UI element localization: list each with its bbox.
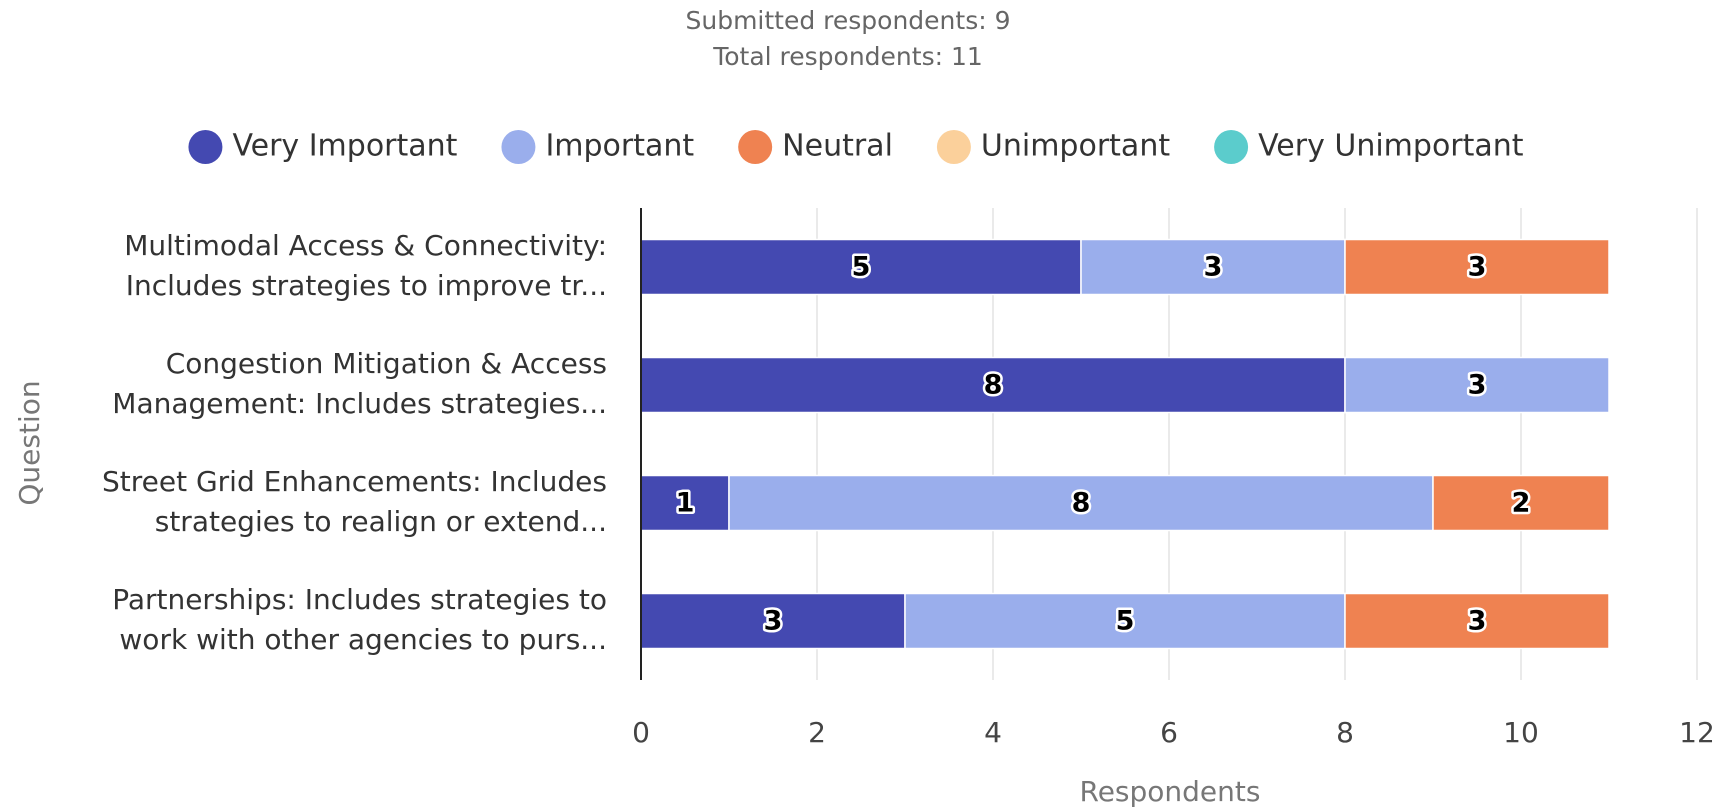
value-label: 3 <box>1468 606 1487 637</box>
bar-segment <box>640 592 906 650</box>
legend-label: Unimportant <box>981 129 1170 164</box>
legend-label: Very Important <box>232 129 457 164</box>
value-label: 3 <box>764 606 783 637</box>
bar-segment <box>640 238 1082 296</box>
legend-label: Neutral <box>782 129 893 164</box>
y-tick-label: Partnerships: Includes strategies to <box>112 583 607 616</box>
y-tick-label: strategies to realign or extend... <box>155 505 607 538</box>
x-tick-label: 10 <box>1503 716 1539 749</box>
bar-segment <box>1344 356 1610 414</box>
legend-marker <box>188 130 223 164</box>
bar-segment <box>1344 592 1610 650</box>
legend-label: Very Unimportant <box>1258 129 1524 164</box>
value-label: 2 <box>1512 488 1531 519</box>
value-label: 3 <box>1468 370 1487 401</box>
value-label: 3 <box>1468 252 1487 283</box>
y-tick-label: Management: Includes strategies... <box>112 387 607 420</box>
value-labels: 5 3 3 8 3 1 8 2 3 5 3 <box>673 249 1533 639</box>
bars <box>640 238 1610 650</box>
x-tick-label: 0 <box>632 716 650 749</box>
y-tick-label: Multimodal Access & Connectivity: <box>124 229 607 262</box>
x-axis-label: Respondents <box>1080 775 1261 808</box>
y-tick-label: Street Grid Enhancements: Includes <box>102 465 607 498</box>
value-label: 8 <box>984 370 1003 401</box>
value-label: 3 <box>1204 252 1223 283</box>
x-tick-label: 2 <box>808 716 826 749</box>
x-tick-label: 12 <box>1679 716 1713 749</box>
y-tick-label: Includes strategies to improve tr... <box>126 269 607 302</box>
value-label: 1 <box>676 488 695 519</box>
bar-segment <box>728 474 1434 532</box>
x-tick-label: 8 <box>1336 716 1354 749</box>
subtitle: Total respondents: 11 <box>712 42 983 71</box>
bar-segment <box>640 356 1346 414</box>
value-label: 5 <box>852 252 871 283</box>
legend-marker <box>738 130 773 164</box>
subtitle: Submitted respondents: 9 <box>685 6 1010 35</box>
bar-segment <box>1432 474 1610 532</box>
legend-marker <box>501 130 536 164</box>
y-axis-label: Question <box>13 380 46 505</box>
legend-label: Important <box>545 129 694 164</box>
bar-segment <box>640 474 730 532</box>
legend-marker <box>936 130 971 164</box>
x-tick-label: 4 <box>984 716 1002 749</box>
legend-marker <box>1214 130 1249 164</box>
y-tick-label: Congestion Mitigation & Access <box>166 347 607 380</box>
legend: Very Important Important Neutral Unimportan… <box>188 129 1524 164</box>
bar-segment <box>1344 238 1610 296</box>
x-tick-label: 6 <box>1160 716 1178 749</box>
bar-segment <box>904 592 1346 650</box>
y-tick-label: work with other agencies to purs... <box>119 623 607 656</box>
value-label: 8 <box>1072 488 1091 519</box>
value-label: 5 <box>1116 606 1135 637</box>
